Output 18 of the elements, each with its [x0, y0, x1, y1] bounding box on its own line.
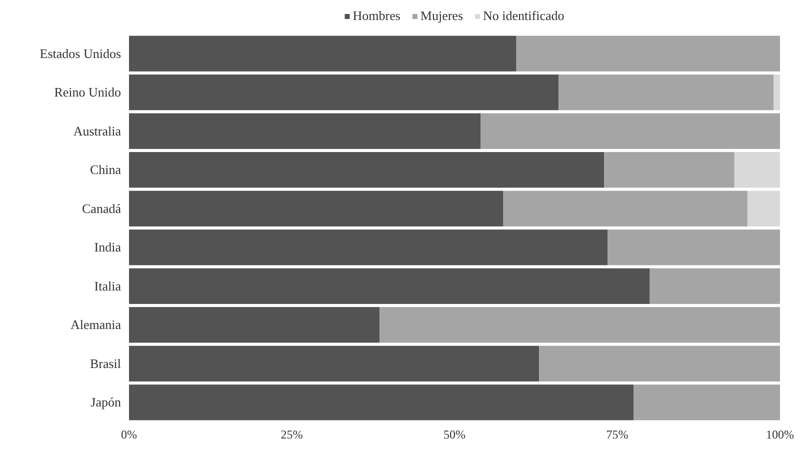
y-tick-label: India: [94, 240, 122, 255]
x-tick-label: 0%: [121, 428, 137, 442]
y-tick-label: Canadá: [82, 200, 122, 216]
legend-label: Mujeres: [420, 8, 464, 23]
y-tick-label: Brasil: [90, 356, 122, 371]
x-tick-label: 50%: [444, 428, 466, 442]
x-tick-label: 100%: [766, 428, 794, 442]
y-tick-label: Japón: [90, 394, 122, 410]
x-tick-label: 75%: [606, 428, 628, 442]
legend-label: No identificado: [483, 8, 564, 23]
y-tick-label: Alemania: [70, 317, 122, 332]
legend-label: Hombres: [352, 8, 400, 23]
x-tick-label: 25%: [280, 428, 303, 442]
y-tick-label: Reino Unido: [54, 84, 121, 100]
y-tick-label: Italia: [94, 278, 122, 294]
y-tick-label: China: [90, 162, 122, 178]
y-tick-label: Australia: [73, 123, 122, 138]
y-tick-label: Estados Unidos: [40, 46, 121, 61]
